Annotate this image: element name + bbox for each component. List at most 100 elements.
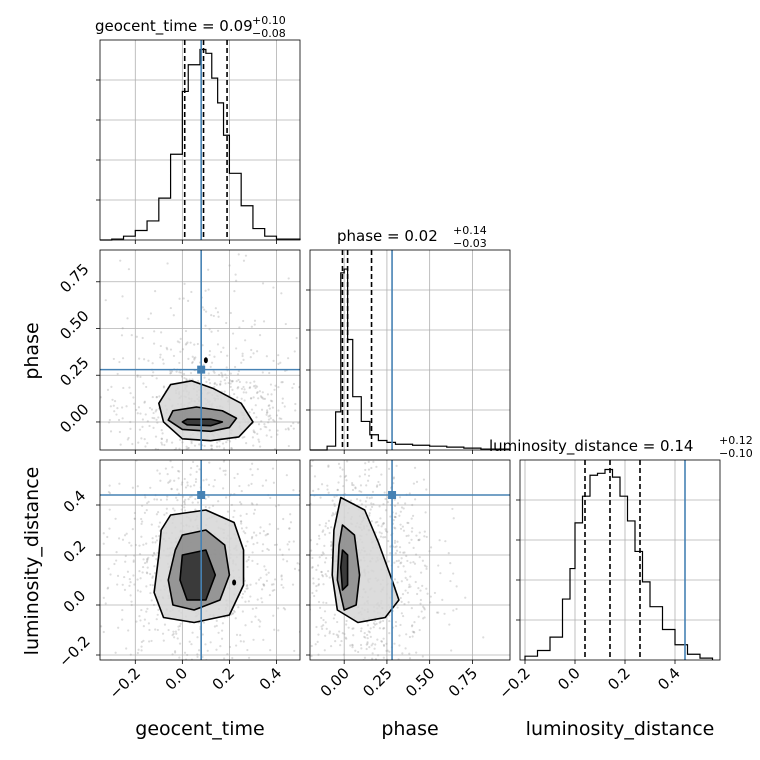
truth-marker: [197, 491, 206, 499]
scatter-point: [408, 652, 411, 655]
scatter-point: [399, 523, 402, 526]
scatter-point: [305, 492, 307, 494]
scatter-point: [287, 357, 290, 360]
scatter-point: [204, 289, 207, 292]
scatter-point: [158, 472, 161, 475]
scatter-point: [136, 589, 140, 592]
scatter-point: [119, 259, 122, 262]
scatter-point: [210, 447, 213, 450]
scatter-point: [321, 573, 324, 577]
scatter-point: [278, 575, 280, 577]
scatter-point: [330, 583, 332, 585]
scatter-point: [215, 474, 217, 476]
scatter-point: [331, 512, 335, 515]
scatter-point: [179, 371, 183, 374]
scatter-point: [151, 584, 155, 587]
scatter-point: [142, 382, 145, 385]
scatter-point: [351, 644, 354, 647]
scatter-point: [382, 643, 386, 647]
scatter-point: [109, 573, 112, 576]
scatter-point: [240, 489, 243, 493]
scatter-point: [404, 576, 407, 580]
scatter-point: [258, 445, 262, 448]
scatter-point: [294, 523, 296, 525]
scatter-point: [341, 468, 344, 471]
scatter-point: [217, 500, 220, 503]
scatter-point: [294, 498, 296, 500]
scatter-point: [317, 660, 319, 662]
scatter-point: [140, 640, 143, 644]
panel-0-ytick-label-3: 0.75: [56, 260, 92, 296]
scatter-point: [202, 363, 205, 366]
scatter-point: [395, 464, 398, 467]
scatter-point: [274, 518, 276, 520]
scatter-point: [197, 379, 200, 383]
scatter-point: [139, 412, 142, 415]
scatter-point: [254, 386, 257, 390]
scatter-point: [155, 539, 159, 542]
scatter-point: [311, 713, 313, 715]
scatter-point: [243, 465, 245, 467]
scatter-point: [167, 481, 170, 484]
scatter-point: [92, 519, 94, 521]
scatter-point: [415, 534, 418, 537]
scatter-point: [261, 484, 264, 487]
scatter-point: [121, 712, 123, 714]
scatter-point: [306, 545, 308, 547]
scatter-point: [248, 411, 251, 414]
scatter-point: [189, 341, 192, 344]
scatter-point: [252, 385, 256, 388]
scatter-point: [129, 462, 131, 464]
scatter-point: [225, 366, 228, 369]
scatter-point: [281, 401, 284, 405]
scatter-point: [323, 348, 325, 350]
scatter-point: [321, 551, 324, 554]
scatter-point: [151, 433, 153, 435]
scatter-point: [242, 640, 245, 643]
scatter-point: [395, 545, 398, 548]
scatter-point: [169, 460, 172, 463]
panel-geocent_time-vs-phase: 0.000.250.500.75: [56, 249, 325, 533]
scatter-point: [351, 646, 354, 649]
scatter-point: [251, 436, 254, 439]
scatter-point: [439, 572, 442, 575]
scatter-point: [433, 591, 437, 595]
scatter-point: [108, 418, 111, 422]
contour-level-1: [167, 406, 238, 433]
dense-point-0: [203, 357, 208, 364]
scatter-point: [277, 527, 280, 530]
scatter-point: [107, 490, 110, 494]
scatter-point: [116, 583, 119, 586]
scatter-point: [235, 380, 238, 383]
scatter-point: [292, 641, 294, 643]
scatter-point: [210, 663, 212, 665]
scatter-point: [133, 451, 135, 453]
scatter-point: [143, 400, 146, 403]
scatter-point: [277, 696, 279, 698]
scatter-point: [317, 578, 320, 581]
scatter-point: [310, 644, 313, 648]
scatter-point: [258, 334, 262, 337]
scatter-point: [265, 411, 269, 414]
scatter-point: [345, 456, 347, 458]
scatter-point: [397, 565, 400, 568]
scatter-point: [370, 496, 373, 499]
scatter-point: [383, 491, 386, 494]
scatter-point: [243, 447, 245, 449]
scatter-point: [189, 664, 191, 666]
scatter-point: [179, 350, 182, 353]
scatter-point: [280, 292, 283, 295]
scatter-point: [139, 577, 142, 580]
scatter-point: [178, 624, 182, 628]
scatter-point: [261, 396, 264, 399]
scatter-point: [268, 593, 272, 597]
scatter-point: [248, 386, 252, 389]
scatter-point: [221, 478, 223, 480]
scatter-point: [285, 422, 287, 424]
scatter-point: [252, 531, 256, 534]
scatter-point: [252, 519, 254, 521]
scatter-point: [148, 424, 151, 428]
scatter-point: [165, 438, 169, 441]
scatter-point: [64, 637, 66, 639]
scatter-point: [156, 531, 158, 533]
